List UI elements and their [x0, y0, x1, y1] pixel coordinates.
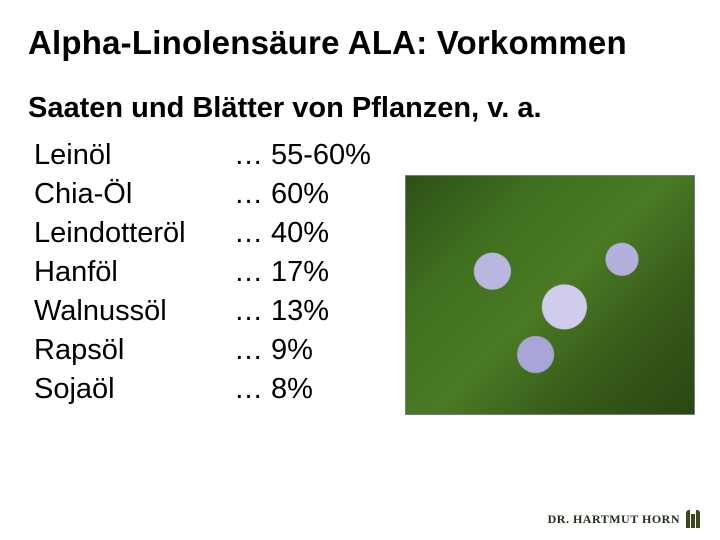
item-value: 40%: [271, 217, 329, 250]
footer-author: DR. HARTMUT HORN: [548, 512, 680, 527]
item-name: Leinöl: [34, 139, 234, 172]
item-sep: …: [234, 217, 271, 250]
item-sep: …: [234, 178, 271, 211]
item-name: Chia-Öl: [34, 178, 234, 211]
item-value: 55-60%: [271, 139, 371, 172]
item-sep: …: [234, 373, 271, 406]
item-sep: …: [234, 256, 271, 289]
footer: DR. HARTMUT HORN: [548, 510, 702, 528]
item-name: Sojaöl: [34, 373, 234, 406]
item-sep: …: [234, 139, 271, 172]
item-value: 17%: [271, 256, 329, 289]
item-value: 8%: [271, 373, 313, 406]
item-name: Rapsöl: [34, 334, 234, 367]
slide-title: Alpha-Linolensäure ALA: Vorkommen: [28, 24, 692, 62]
item-name: Hanföl: [34, 256, 234, 289]
slide: Alpha-Linolensäure ALA: Vorkommen Saaten…: [0, 0, 720, 540]
logo-icon: [686, 510, 702, 528]
item-value: 9%: [271, 334, 313, 367]
item-name: Walnussöl: [34, 295, 234, 328]
item-name: Leindotteröl: [34, 217, 234, 250]
item-sep: …: [234, 334, 271, 367]
item-value: 13%: [271, 295, 329, 328]
slide-subtitle: Saaten und Blätter von Pflanzen, v. a.: [28, 92, 692, 125]
item-sep: …: [234, 295, 271, 328]
flax-flowers-image: [405, 175, 695, 415]
item-value: 60%: [271, 178, 329, 211]
list-item: Leinöl … 55-60%: [28, 139, 692, 172]
